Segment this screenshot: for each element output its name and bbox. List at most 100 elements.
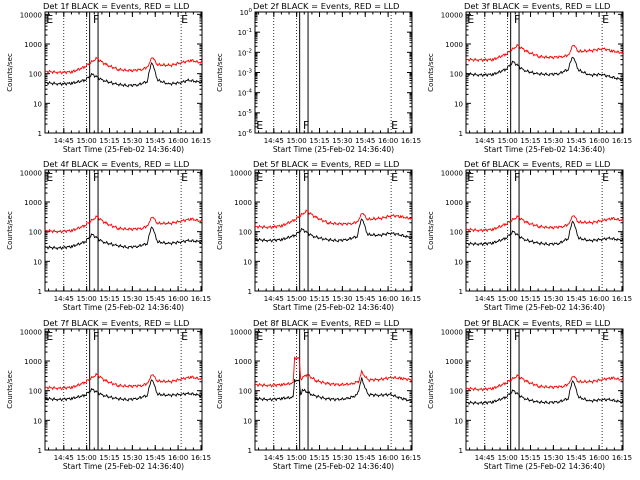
region-marker-label: E <box>602 171 609 184</box>
y-tick-label: 10000 <box>230 328 252 336</box>
y-axis-label: Counts/sec <box>427 53 435 92</box>
x-tick-label: 15:00 <box>287 454 307 462</box>
region-marker-label: E <box>46 330 53 343</box>
x-tick-label: 15:45 <box>566 137 586 145</box>
x-tick-label: 15:15 <box>99 137 119 145</box>
y-tick-label: 1 <box>38 288 42 296</box>
region-marker-label: F <box>303 330 309 343</box>
y-tick-label: 10 <box>243 258 252 266</box>
x-tick-label: 15:30 <box>543 454 563 462</box>
y-tick-label: 100 <box>450 71 463 79</box>
y-axis-label: Counts/sec <box>6 370 14 409</box>
y-tick-label: 10000 <box>441 11 463 19</box>
region-marker-label: E <box>467 13 474 26</box>
events-series-line <box>465 56 624 82</box>
panel-title: Det 4f BLACK = Events, RED = LLD <box>43 159 189 169</box>
x-tick-label: 15:00 <box>498 454 518 462</box>
y-axis-label: Counts/sec <box>216 53 224 92</box>
x-tick-label: 14:45 <box>264 137 284 145</box>
region-marker-label: E <box>46 13 53 26</box>
lld-series-line <box>44 372 203 391</box>
plot-frame <box>254 169 413 292</box>
lld-series-line <box>465 214 624 233</box>
y-tick-label: 10-6 <box>238 129 253 138</box>
events-series-line <box>254 377 413 403</box>
region-marker-label: E <box>181 13 188 26</box>
lld-series-line <box>44 56 203 75</box>
y-axis-label: Counts/sec <box>6 53 14 92</box>
events-series-line <box>44 61 203 88</box>
x-tick-label: 15:30 <box>122 137 142 145</box>
y-tick-label: 1000 <box>24 199 42 207</box>
x-tick-label: 15:00 <box>287 295 307 303</box>
x-tick-label: 16:00 <box>378 295 398 303</box>
y-tick-label: 10000 <box>20 169 42 177</box>
events-series-line <box>44 379 203 402</box>
x-tick-label: 15:30 <box>122 454 142 462</box>
x-tick-label: 14:45 <box>264 295 284 303</box>
plot-frame <box>465 328 624 451</box>
y-tick-label: 1000 <box>445 41 463 49</box>
region-marker-label: F <box>93 171 99 184</box>
x-tick-label: 15:00 <box>498 295 518 303</box>
x-axis-label: Start Time (25-Feb-02 14:36:40) <box>63 462 184 471</box>
y-tick-label: 10000 <box>20 11 42 19</box>
y-tick-label: 10 <box>243 417 252 425</box>
x-tick-label: 15:30 <box>332 295 352 303</box>
y-tick-label: 10000 <box>441 169 463 177</box>
region-marker-label: F <box>303 119 309 132</box>
region-marker-label: F <box>303 171 309 184</box>
x-tick-label: 14:45 <box>54 295 74 303</box>
region-marker-label: E <box>181 330 188 343</box>
y-axis-label: Counts/sec <box>427 370 435 409</box>
panel-det-9f: Det 9f BLACK = Events, RED = LLD 1 10 100 10… <box>427 318 632 471</box>
lld-series-line <box>254 209 413 230</box>
region-marker-label: E <box>391 171 398 184</box>
x-axis-label: Start Time (25-Feb-02 14:36:40) <box>484 462 605 471</box>
x-tick-label: 15:30 <box>543 295 563 303</box>
x-tick-label: 16:00 <box>589 454 609 462</box>
y-tick-label: 10 <box>454 100 463 108</box>
x-tick-label: 14:45 <box>475 295 495 303</box>
y-tick-label: 10 <box>33 417 42 425</box>
y-tick-label: 100 <box>239 229 252 237</box>
x-tick-label: 14:45 <box>475 137 495 145</box>
region-marker-label: E <box>256 330 263 343</box>
region-marker-label: E <box>602 330 609 343</box>
x-tick-label: 16:15 <box>191 137 211 145</box>
x-tick-label: 15:45 <box>145 454 165 462</box>
y-tick-label: 1000 <box>234 358 252 366</box>
y-tick-label: 10 <box>33 100 42 108</box>
y-tick-label: 100 <box>240 8 253 17</box>
x-tick-label: 16:00 <box>378 137 398 145</box>
region-marker-label: F <box>514 13 520 26</box>
y-tick-label: 1 <box>248 288 252 296</box>
x-tick-label: 16:00 <box>378 454 398 462</box>
y-tick-label: 10000 <box>230 169 252 177</box>
x-axis-label: Start Time (25-Feb-02 14:36:40) <box>484 303 605 312</box>
x-tick-label: 15:45 <box>566 454 586 462</box>
x-tick-label: 16:00 <box>168 454 188 462</box>
x-tick-label: 16:15 <box>401 454 421 462</box>
y-tick-label: 10000 <box>20 328 42 336</box>
panel-title: Det 5f BLACK = Events, RED = LLD <box>253 159 399 169</box>
x-tick-label: 16:15 <box>191 454 211 462</box>
y-tick-label: 10 <box>454 258 463 266</box>
y-axis-label: Counts/sec <box>427 211 435 250</box>
panel-title: Det 7f BLACK = Events, RED = LLD <box>43 318 189 328</box>
x-tick-label: 15:45 <box>355 454 375 462</box>
events-series-line <box>465 220 624 247</box>
x-axis-label: Start Time (25-Feb-02 14:36:40) <box>484 145 605 154</box>
y-tick-label: 1000 <box>445 199 463 207</box>
y-axis-label: Counts/sec <box>216 211 224 250</box>
y-tick-label: 100 <box>29 71 42 79</box>
y-tick-label: 1 <box>38 130 42 138</box>
panel-det-8f: Det 8f BLACK = Events, RED = LLD 1 10 100 10… <box>216 318 421 471</box>
region-marker-label: E <box>181 171 188 184</box>
x-tick-label: 15:30 <box>332 454 352 462</box>
region-marker-label: F <box>514 330 520 343</box>
events-series-line <box>44 226 203 251</box>
panel-title: Det 6f BLACK = Events, RED = LLD <box>464 159 610 169</box>
lld-series-line <box>465 373 624 392</box>
x-tick-label: 15:30 <box>122 295 142 303</box>
